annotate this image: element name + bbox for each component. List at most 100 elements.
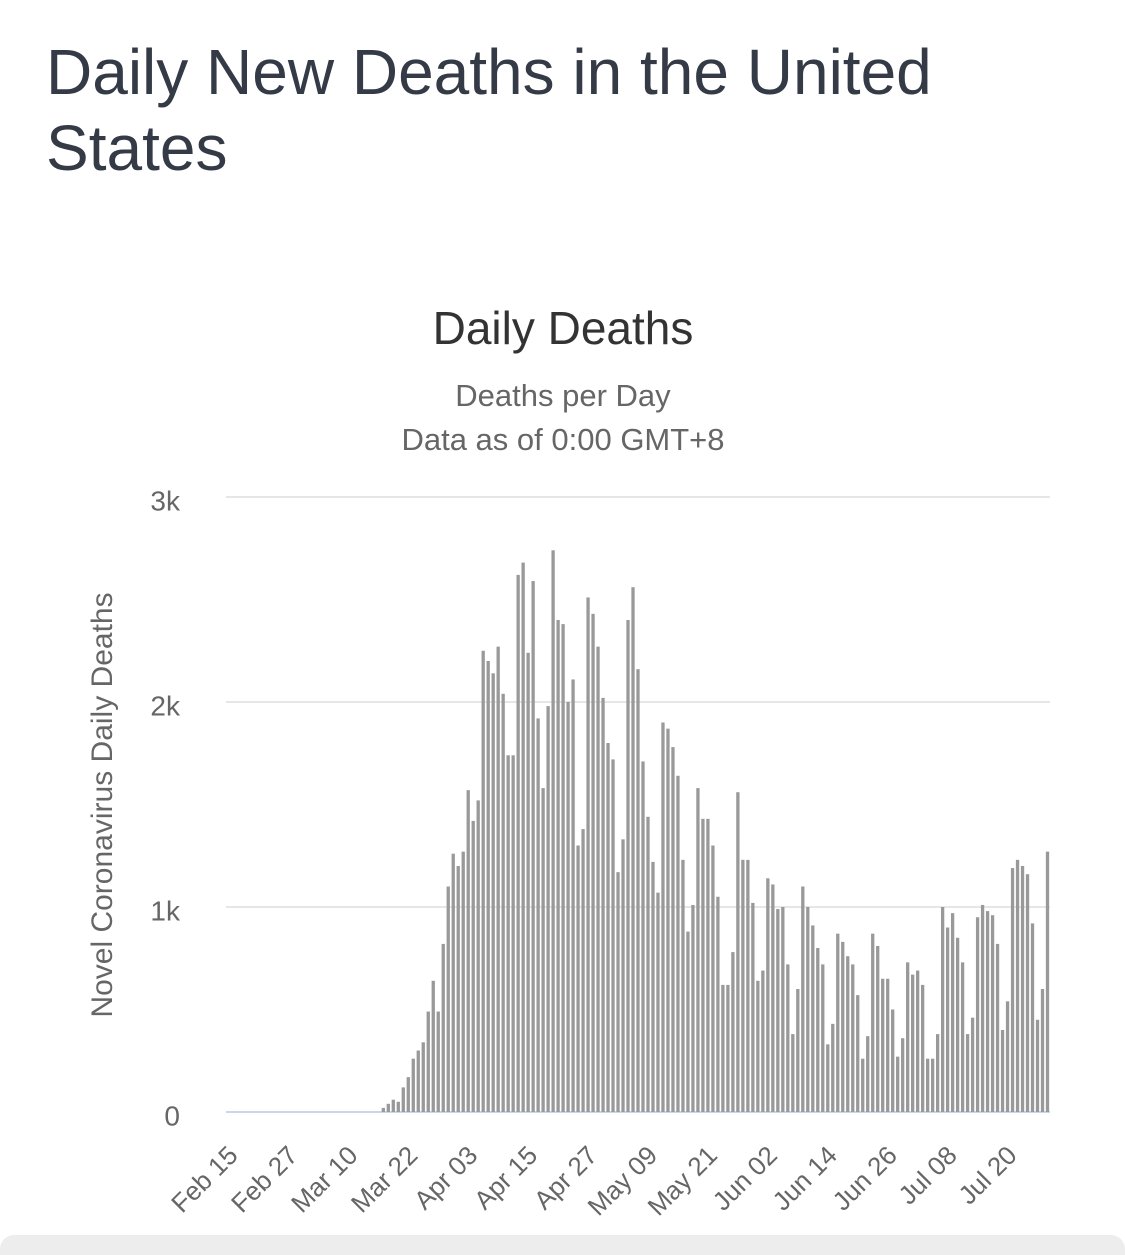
bar <box>501 693 505 1112</box>
bar <box>796 989 800 1112</box>
bar <box>990 915 995 1112</box>
bar <box>886 978 890 1112</box>
bar <box>496 646 500 1112</box>
bar <box>396 1101 400 1112</box>
bar <box>386 1103 390 1112</box>
bar <box>846 956 850 1112</box>
bar <box>471 820 475 1112</box>
bar <box>391 1099 395 1112</box>
bar <box>696 788 700 1112</box>
bar <box>1005 1001 1010 1112</box>
bar <box>916 970 920 1112</box>
bar <box>526 652 530 1112</box>
bar <box>831 1023 835 1112</box>
bar <box>901 1038 905 1112</box>
bar <box>486 661 490 1112</box>
bar <box>656 892 660 1112</box>
bar <box>821 964 825 1112</box>
bar <box>631 587 635 1112</box>
bar <box>856 995 860 1112</box>
bar <box>461 851 465 1112</box>
bar <box>701 818 705 1112</box>
bar <box>621 839 625 1112</box>
bar <box>521 562 525 1112</box>
bar <box>406 1077 410 1112</box>
x-tick-label: Feb 15 <box>165 1140 243 1218</box>
bar <box>965 1034 970 1112</box>
bar <box>581 829 585 1112</box>
bar <box>481 650 485 1112</box>
bar <box>1010 868 1015 1112</box>
y-tick-label: 1k <box>150 895 181 926</box>
bar <box>806 907 810 1112</box>
x-tick-label: Mar 10 <box>285 1140 363 1218</box>
bar <box>881 978 885 1112</box>
bar <box>676 775 680 1112</box>
bar <box>731 952 735 1112</box>
bar <box>960 962 965 1112</box>
bar <box>766 878 770 1112</box>
bar <box>561 624 565 1112</box>
bar <box>771 884 775 1112</box>
bar <box>381 1107 385 1112</box>
y-tick-label: 3k <box>150 485 181 516</box>
bar <box>926 1058 930 1112</box>
chart-subtitle: Data as of 0:00 GMT+8 <box>401 422 724 457</box>
x-tick-label: Jun 02 <box>707 1140 783 1216</box>
chart-title: Daily Deaths <box>433 302 694 354</box>
bar <box>935 1034 940 1112</box>
bar <box>711 845 715 1112</box>
bar <box>446 886 450 1112</box>
bar <box>666 728 670 1112</box>
x-tick-label: Mar 22 <box>345 1140 423 1218</box>
bar <box>756 980 760 1112</box>
bar <box>876 945 880 1112</box>
bar <box>975 917 980 1112</box>
bar <box>751 902 755 1112</box>
bar <box>441 943 445 1112</box>
bar <box>436 1011 440 1112</box>
bar <box>596 646 600 1112</box>
bar <box>686 931 690 1112</box>
bar <box>541 788 545 1112</box>
bar <box>511 755 515 1112</box>
bar <box>416 1050 420 1112</box>
bar <box>491 673 495 1112</box>
x-tick-label: Jun 26 <box>826 1140 902 1216</box>
bar <box>691 904 695 1112</box>
bar <box>791 1034 795 1112</box>
bar <box>940 907 945 1112</box>
bar <box>721 984 725 1112</box>
bar <box>970 1017 975 1112</box>
bar <box>591 613 595 1112</box>
x-tick-label: Apr 15 <box>468 1140 543 1215</box>
bar <box>746 859 750 1112</box>
bar <box>1040 989 1045 1112</box>
bar <box>636 669 640 1112</box>
bar <box>716 896 720 1112</box>
bar <box>811 925 815 1112</box>
bar <box>1015 859 1020 1112</box>
bar <box>761 970 765 1112</box>
bar <box>681 859 685 1112</box>
bar <box>836 933 840 1112</box>
bar <box>576 845 580 1112</box>
bar <box>851 964 855 1112</box>
bar <box>841 941 845 1112</box>
y-axis-title: Novel Coronavirus Daily Deaths <box>86 592 119 1017</box>
bar <box>980 904 985 1112</box>
bar <box>586 597 590 1112</box>
bar <box>921 984 925 1112</box>
bar <box>571 679 575 1112</box>
bar <box>611 759 615 1112</box>
bar <box>826 1044 830 1112</box>
bar <box>431 980 435 1112</box>
bar <box>1020 866 1025 1112</box>
x-tick-label: Jul 20 <box>952 1140 1022 1210</box>
bar <box>506 755 510 1112</box>
bar <box>1030 923 1035 1112</box>
bar <box>896 1056 900 1112</box>
bar <box>945 927 950 1112</box>
bar <box>516 574 520 1112</box>
